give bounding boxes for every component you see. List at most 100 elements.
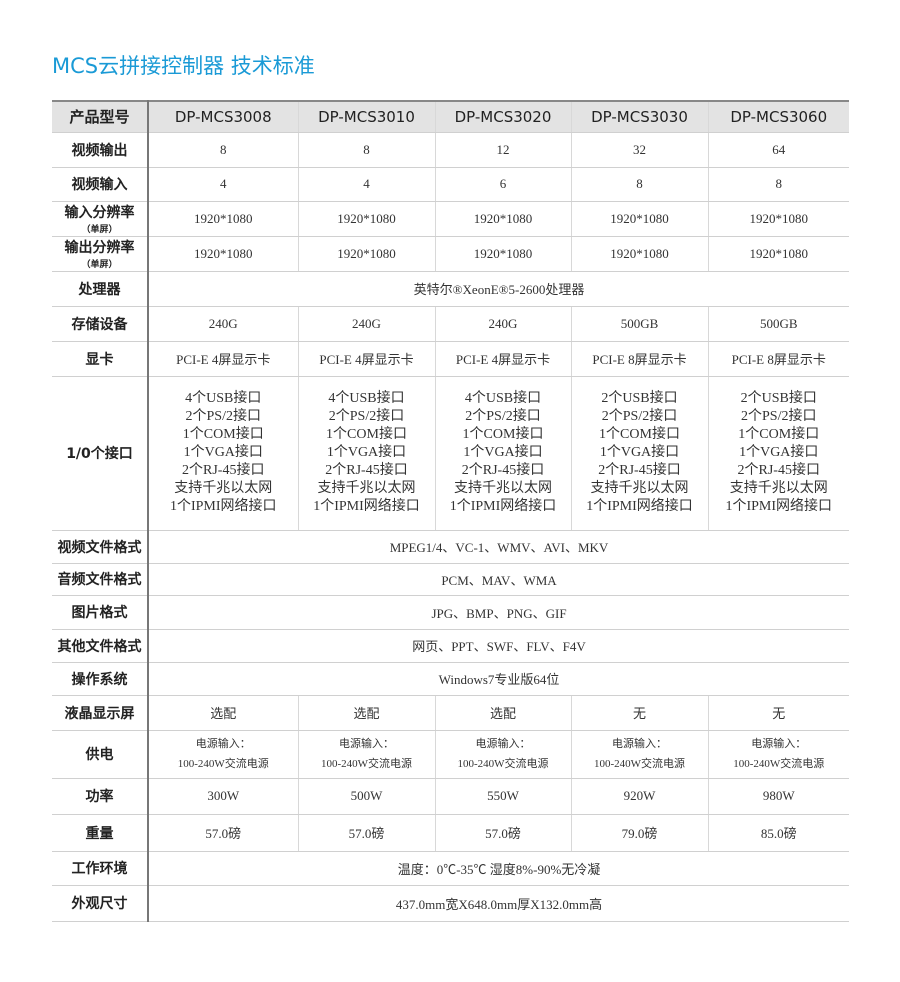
spec-value: 980W [707,778,849,815]
spec-value: 1920*1080 [297,236,435,272]
row-label: 图片格式 [52,595,149,630]
table-row: 外观尺寸 437.0mm宽X648.0mm厚X132.0mm高 [52,885,849,922]
spec-value: 8 [707,167,849,202]
spec-value: PCI-E 8屏显示卡 [707,341,849,377]
table-row: 图片格式 JPG、BMP、PNG、GIF [52,595,849,630]
spec-value: 英特尔®XeonE®5-2600处理器 [148,271,849,307]
spec-value: 温度：0℃-35℃ 湿度8%-90%无冷凝 [148,851,849,886]
spec-value: 1920*1080 [434,236,571,272]
table-row: 处理器 英特尔®XeonE®5-2600处理器 [52,271,849,307]
spec-value: 6 [434,167,571,202]
spec-table: 产品型号 DP-MCS3008 DP-MCS3010 DP-MCS3020 DP-MCS… [52,100,849,922]
row-label: 工作环境 [52,851,149,886]
spec-value: 1920*1080 [570,201,708,237]
table-row: 显卡 PCI-E 4屏显示卡 PCI-E 4屏显示卡 PCI-E 4屏显示卡 PCI-E… [52,341,849,377]
spec-value: 选配 [434,695,571,731]
table-row: 音频文件格式 PCM、MAV、WMA [52,563,849,596]
header-label: 产品型号 [52,100,149,133]
row-label: 音频文件格式 [52,563,149,596]
table-row: 输出分辨率 （单屏） 1920*1080 1920*1080 1920*1080 1920… [52,236,849,272]
table-row: 输入分辨率 （单屏） 1920*1080 1920*1080 1920*1080 1920… [52,201,849,237]
row-label: 存储设备 [52,306,149,342]
spec-value: 57.0磅 [434,814,571,852]
table-row: 视频文件格式 MPEG1/4、VC-1、WMV、AVI、MKV [52,530,849,564]
spec-value: 4个USB接口 2个PS/2接口 1个COM接口 1个VGA接口 2个RJ-45接口 支持… [434,376,571,531]
row-label: 其他文件格式 [52,629,149,663]
table-row: 存储设备 240G 240G 240G 500GB 500GB [52,306,849,342]
row-label: 显卡 [52,341,149,377]
spec-value: 500W [297,778,435,815]
page-title: MCS云拼接控制器 技术标准 [52,54,315,78]
spec-value: 8 [297,132,435,168]
spec-value: 64 [707,132,849,168]
table-row: 工作环境 温度：0℃-35℃ 湿度8%-90%无冷凝 [52,851,849,886]
spec-value: 8 [148,132,298,168]
spec-value: 无 [707,695,849,731]
spec-value: 选配 [297,695,435,731]
spec-value: PCI-E 4屏显示卡 [148,341,298,377]
spec-value: 电源输入： 100-240W交流电源 [297,730,435,779]
row-sublabel: （单屏） [81,260,118,270]
spec-value: 1920*1080 [570,236,708,272]
spec-value: 选配 [148,695,298,731]
spec-value: PCI-E 8屏显示卡 [570,341,708,377]
spec-value: Windows7专业版64位 [148,662,849,696]
row-label: 供电 [52,730,149,779]
table-row: 操作系统 Windows7专业版64位 [52,662,849,696]
row-label: 视频输出 [52,132,149,168]
spec-value: 2个USB接口 2个PS/2接口 1个COM接口 1个VGA接口 2个RJ-45接口 支持… [570,376,708,531]
table-row: 功率 300W 500W 550W 920W 980W [52,778,849,815]
spec-value: 57.0磅 [297,814,435,852]
spec-value: PCI-E 4屏显示卡 [297,341,435,377]
row-label: 液晶显示屏 [52,695,149,731]
spec-value: 4 [148,167,298,202]
table-row: 供电 电源输入： 100-240W交流电源 电源输入： 100-240W交流电源 电源输入… [52,730,849,779]
row-label: 处理器 [52,271,149,307]
spec-value: 500GB [707,306,849,342]
spec-value: 4个USB接口 2个PS/2接口 1个COM接口 1个VGA接口 2个RJ-45接口 支持… [148,376,298,531]
spec-value: 1920*1080 [297,201,435,237]
spec-value: 4 [297,167,435,202]
spec-value: 240G [434,306,571,342]
row-label: 视频文件格式 [52,530,149,564]
spec-value: MPEG1/4、VC-1、WMV、AVI、MKV [148,530,849,564]
model-header: DP-MCS3010 [297,100,435,133]
spec-value: 240G [297,306,435,342]
spec-value: 1920*1080 [148,201,298,237]
spec-value: 920W [570,778,708,815]
spec-value: 8 [570,167,708,202]
spec-value: 12 [434,132,571,168]
spec-value: 电源输入： 100-240W交流电源 [434,730,571,779]
model-header: DP-MCS3030 [570,100,708,133]
table-row: 重量 57.0磅 57.0磅 57.0磅 79.0磅 85.0磅 [52,814,849,852]
row-label: 1/0个接口 [52,376,149,531]
spec-value: 57.0磅 [148,814,298,852]
model-header: DP-MCS3060 [707,100,849,133]
row-label: 外观尺寸 [52,885,149,922]
spec-value: 500GB [570,306,708,342]
spec-value: 85.0磅 [707,814,849,852]
model-header: DP-MCS3020 [434,100,571,133]
spec-value: 1920*1080 [148,236,298,272]
spec-value: 550W [434,778,571,815]
table-row: 液晶显示屏 选配 选配 选配无无 [52,695,849,731]
row-label: 视频输入 [52,167,149,202]
spec-value: 电源输入： 100-240W交流电源 [570,730,708,779]
row-sublabel: （单屏） [81,225,118,235]
spec-value: 79.0磅 [570,814,708,852]
spec-value: 32 [570,132,708,168]
spec-value: 无 [570,695,708,731]
model-header: DP-MCS3008 [148,100,298,133]
spec-value: 电源输入： 100-240W交流电源 [707,730,849,779]
row-label: 重量 [52,814,149,852]
spec-value: 网页、PPT、SWF、FLV、F4V [148,629,849,663]
spec-value: 300W [148,778,298,815]
row-label: 操作系统 [52,662,149,696]
spec-value: 240G [148,306,298,342]
spec-value: 2个USB接口 2个PS/2接口 1个COM接口 1个VGA接口 2个RJ-45接口 支持… [707,376,849,531]
spec-value: 4个USB接口 2个PS/2接口 1个COM接口 1个VGA接口 2个RJ-45接口 支持… [297,376,435,531]
table-row: 视频输出 8 8 12 32 64 [52,132,849,168]
row-label: 输出分辨率 （单屏） [52,236,149,272]
table-row: 1/0个接口 4个USB接口 2个PS/2接口 1个COM接口 1个VGA接口 2个RJ-… [52,376,849,531]
row-label: 功率 [52,778,149,815]
